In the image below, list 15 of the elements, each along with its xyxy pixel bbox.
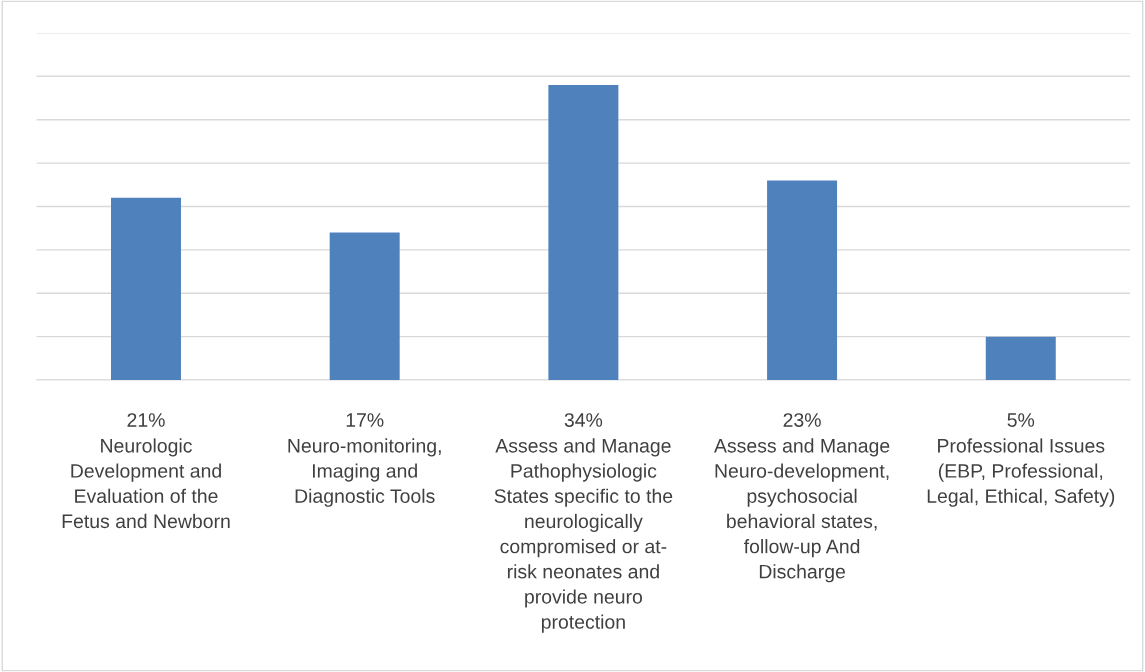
data-label: 5% <box>1007 413 1035 427</box>
data-label: 34% <box>564 413 603 427</box>
bar <box>548 84 619 381</box>
bar <box>767 180 838 381</box>
data-label: 23% <box>783 413 821 427</box>
x-tick-label: Neurologic Development and Evaluation of the Fetus and Newborn <box>62 438 230 529</box>
bar <box>111 197 181 381</box>
data-label: 21% <box>127 413 165 427</box>
bar <box>985 336 1056 381</box>
x-tick-label: Assess and Manage Neuro-development, psychosocial behavioral states, follow-up And Discharge <box>714 438 890 583</box>
x-tick-label: Assess and Manage Pathophysiologic States specific to the neurologically compromised or at- risk neonates and provide neuro protection <box>494 438 673 633</box>
data-label: 17% <box>346 413 384 427</box>
bar <box>329 232 400 381</box>
x-tick-label: Professional Issues (EBP, Professional, Legal, Ethical, Safety) <box>927 438 1115 507</box>
x-tick-label: Neuro-monitoring, Imaging and Diagnostic Tools <box>288 438 441 507</box>
